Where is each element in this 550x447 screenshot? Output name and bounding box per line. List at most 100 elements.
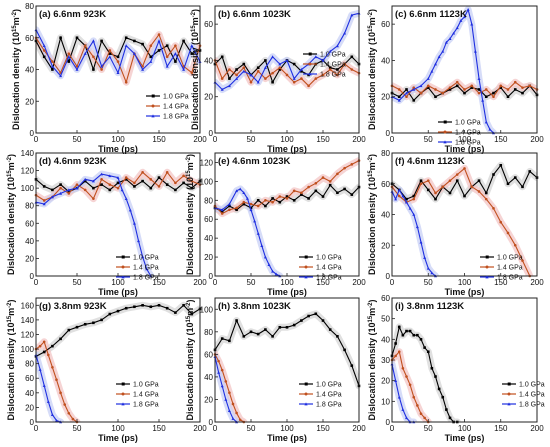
data-point [173, 52, 177, 55]
data-point [448, 86, 452, 89]
data-point [430, 271, 434, 275]
data-point [141, 171, 144, 174]
data-point [528, 84, 532, 88]
data-point [149, 44, 153, 47]
data-point [263, 255, 267, 259]
data-point [307, 73, 310, 77]
y-tick-label: 60 [381, 294, 390, 303]
data-point [149, 305, 153, 309]
y-tick-label: 20 [204, 395, 213, 404]
legend-label: 1.8 GPa [316, 275, 342, 282]
data-point [412, 99, 416, 102]
data-point [149, 178, 153, 181]
data-point [91, 39, 95, 43]
chart-panel: 0 50 100 150 200 0 10 20 30 40 50 60 Time (ps) Disloc… [367, 294, 545, 443]
x-axis-label: Time (ps) [267, 144, 307, 154]
data-point [321, 73, 325, 77]
data-point [149, 186, 153, 190]
data-point [463, 167, 466, 170]
x-tick-label: 50 [247, 135, 256, 144]
legend-label: 1.0 GPa [497, 255, 523, 262]
data-point [220, 337, 224, 340]
data-point [412, 333, 416, 337]
data-point [190, 44, 194, 47]
data-point [67, 55, 71, 59]
legend-marker [507, 402, 511, 406]
x-tick-label: 150 [316, 424, 330, 433]
data-point [278, 326, 282, 329]
x-tick-label: 0 [213, 424, 218, 433]
data-point [405, 375, 408, 378]
x-tick-label: 0 [34, 278, 39, 287]
series-band [215, 310, 359, 390]
legend-label: 1.4 GPa [133, 392, 159, 399]
x-tick-label: 200 [352, 278, 366, 287]
x-axis-label: Time (ps) [98, 433, 138, 443]
data-point [477, 77, 481, 80]
data-point [224, 397, 228, 401]
legend-label: 1.4 GPa [163, 104, 189, 111]
data-point [100, 178, 103, 181]
y-tick-label: 80 [25, 2, 34, 11]
data-point [401, 333, 405, 337]
data-point [235, 206, 238, 210]
data-point [242, 200, 246, 204]
series-line [215, 188, 281, 276]
data-point [141, 303, 144, 307]
data-point [405, 416, 408, 420]
y-tick-label: 60 [204, 350, 213, 359]
data-point [67, 411, 71, 415]
data-point [441, 49, 445, 53]
data-point [242, 66, 246, 69]
y-tick-label: 0 [386, 418, 391, 427]
x-tick-label: 150 [152, 424, 166, 433]
data-point [300, 70, 303, 73]
y-tick-label: 100 [21, 184, 35, 193]
data-point [108, 174, 112, 178]
x-tick-label: 150 [152, 135, 166, 144]
legend-label: 1.0 GPa [320, 52, 346, 59]
panel-title: (a) 6.6nm 923K [39, 9, 106, 20]
y-tick-label: 140 [21, 316, 35, 325]
data-point [220, 55, 224, 59]
data-point [132, 52, 136, 55]
data-point [157, 33, 161, 36]
data-point [470, 22, 474, 26]
data-point [448, 179, 452, 182]
data-point [100, 64, 104, 68]
data-point [165, 171, 169, 174]
x-tick-label: 100 [280, 424, 294, 433]
data-point [484, 95, 488, 99]
data-point [343, 187, 346, 191]
data-point [412, 213, 416, 216]
data-point [314, 77, 318, 80]
data-point [92, 186, 95, 190]
x-tick-label: 200 [193, 135, 207, 144]
data-point [314, 312, 318, 316]
data-point [227, 84, 231, 88]
x-tick-label: 200 [352, 424, 366, 433]
x-axis-label: Time (ps) [267, 287, 307, 297]
legend-marker [485, 255, 489, 259]
data-point [38, 344, 42, 348]
data-point [506, 95, 510, 99]
legend-marker [151, 104, 155, 108]
data-point [274, 272, 278, 276]
y-tick-label: 40 [381, 56, 390, 65]
data-point [506, 231, 510, 235]
data-point [182, 68, 186, 71]
data-point [190, 186, 194, 190]
data-point [116, 186, 120, 190]
y-tick-label: 120 [21, 167, 35, 176]
data-point [231, 417, 235, 420]
data-point [124, 176, 128, 179]
legend-marker [121, 402, 125, 406]
data-point [292, 199, 296, 202]
data-point [51, 365, 54, 369]
x-axis-label: Time (ps) [267, 433, 307, 443]
legend-label: 1.8 GPa [316, 402, 342, 409]
y-tick-label: 20 [381, 241, 390, 250]
x-tick-label: 200 [530, 424, 544, 433]
data-point [165, 44, 169, 47]
data-point [50, 64, 54, 68]
